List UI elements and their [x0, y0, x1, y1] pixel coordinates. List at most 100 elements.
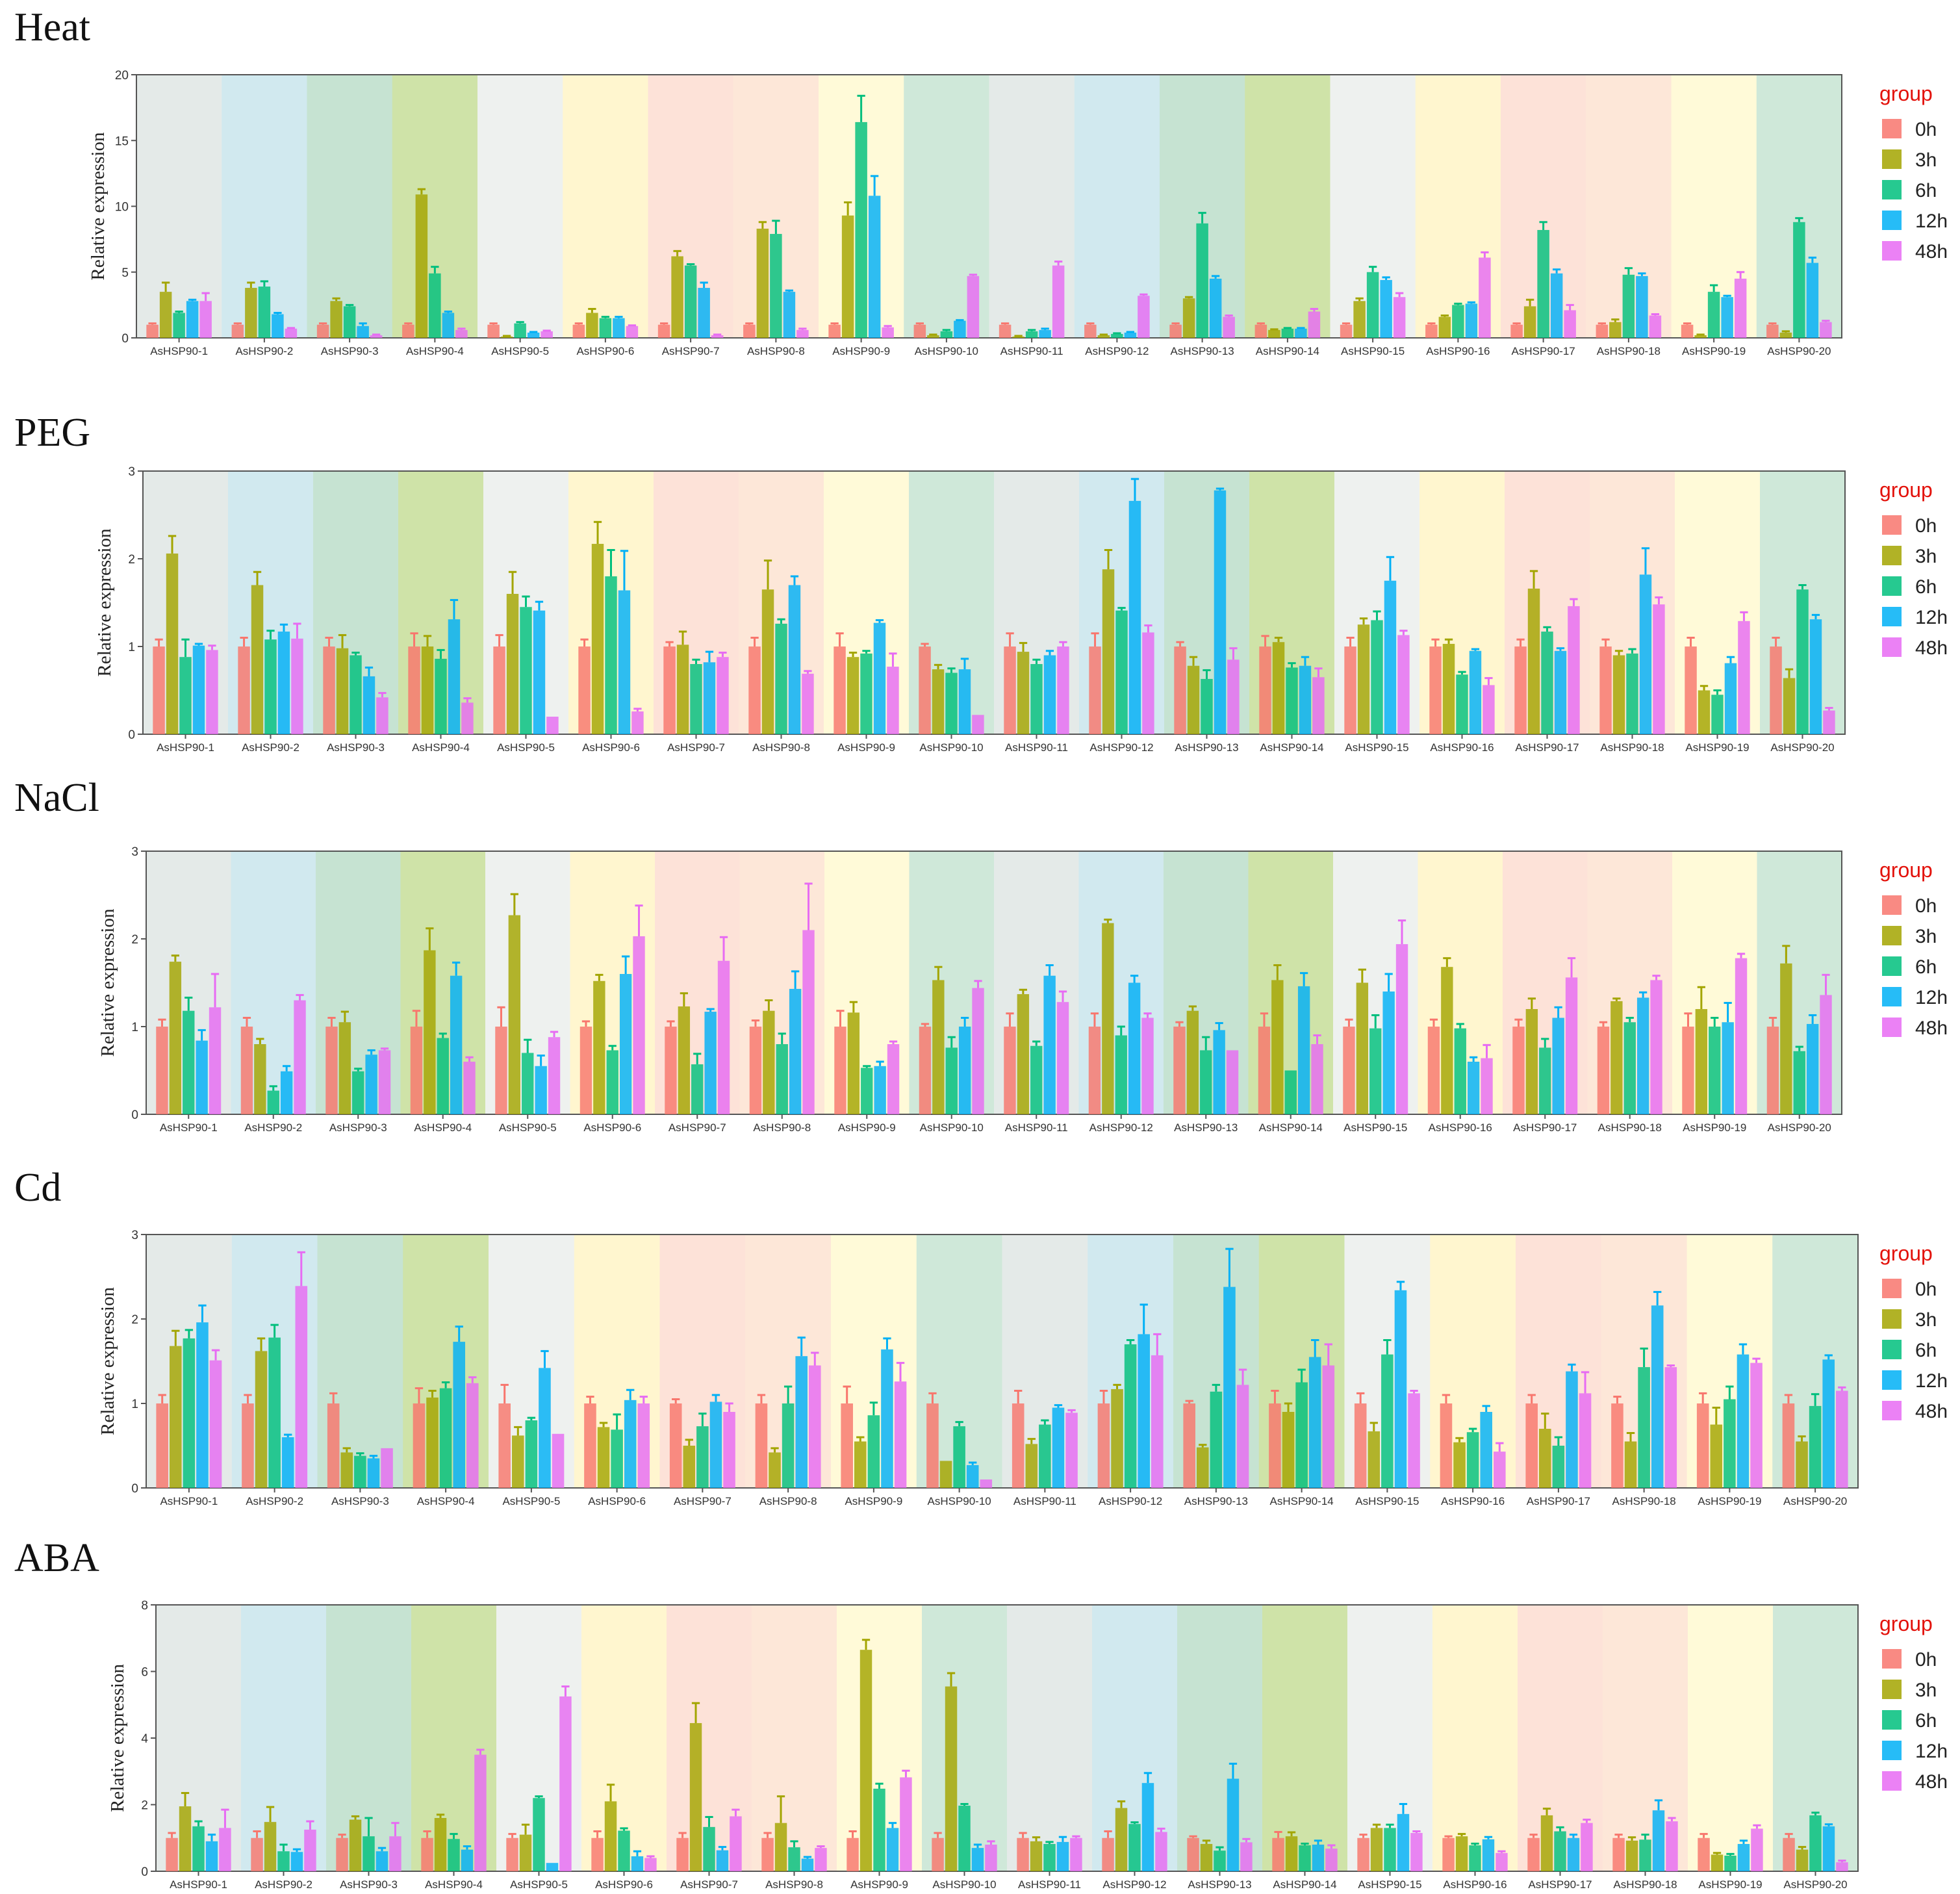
bar	[972, 715, 984, 734]
bar	[254, 1044, 266, 1114]
legend-label: 3h	[1915, 1680, 1937, 1701]
bar	[613, 318, 625, 338]
bar	[1025, 331, 1038, 338]
bar	[999, 324, 1012, 338]
bar	[958, 1027, 971, 1114]
bar	[749, 1027, 762, 1114]
x-tick-label: AsHSP90-13	[1175, 741, 1238, 754]
bar	[240, 1027, 253, 1114]
legend-label: 0h	[1915, 1649, 1937, 1670]
x-tick-label: AsHSP90-9	[845, 1495, 902, 1507]
legend-label: 3h	[1915, 926, 1937, 947]
x-tick-label: AsHSP90-13	[1184, 1495, 1248, 1507]
bar	[1295, 328, 1307, 338]
bar	[527, 332, 540, 338]
bar	[1227, 659, 1240, 734]
bar	[1285, 1836, 1298, 1871]
x-tick-label: AsHSP90-15	[1343, 1121, 1407, 1134]
bar	[671, 256, 683, 338]
bar	[1308, 1357, 1321, 1488]
y-tick-label: 8	[141, 1599, 148, 1613]
x-tick-label: AsHSP90-16	[1429, 1121, 1492, 1134]
y-tick-label: 0	[128, 728, 135, 742]
bar	[958, 1806, 971, 1871]
y-tick-label: 4	[141, 1732, 148, 1746]
x-tick-label: AsHSP90-2	[246, 1495, 303, 1507]
bar	[704, 1012, 717, 1114]
bar	[291, 638, 303, 734]
bar	[593, 980, 605, 1114]
x-tick-label: AsHSP90-7	[680, 1878, 738, 1891]
bar	[1456, 674, 1468, 734]
legend-label: 0h	[1915, 119, 1937, 140]
bar	[690, 664, 702, 734]
bar	[1793, 222, 1805, 338]
bar	[327, 1403, 340, 1488]
bar	[281, 1437, 294, 1488]
bar	[1186, 1010, 1199, 1114]
bar	[606, 1050, 618, 1114]
bar	[461, 1849, 474, 1871]
x-tick-label: AsHSP90-16	[1443, 1878, 1507, 1891]
x-tick-label: AsHSP90-2	[255, 1878, 312, 1891]
bar	[378, 1050, 391, 1114]
bar	[1141, 1783, 1154, 1871]
x-tick-label: AsHSP90-4	[417, 1495, 475, 1507]
x-tick-label: AsHSP90-6	[595, 1878, 653, 1891]
bar	[1469, 1845, 1481, 1871]
bar	[578, 646, 591, 734]
bar	[1552, 1446, 1565, 1488]
bar	[1173, 1027, 1186, 1114]
bar	[1397, 1813, 1410, 1871]
bar	[841, 215, 854, 338]
bar	[1138, 296, 1150, 338]
bar	[363, 1836, 375, 1871]
bar	[716, 1850, 729, 1871]
bar	[1453, 1442, 1466, 1488]
bar	[1299, 1845, 1311, 1871]
bar	[881, 1349, 893, 1488]
bar	[1625, 1840, 1638, 1871]
bar	[748, 646, 761, 734]
bar	[868, 196, 881, 338]
bar	[1820, 322, 1832, 338]
x-tick-label: AsHSP90-20	[1767, 345, 1831, 357]
bar	[1466, 1432, 1479, 1488]
bar	[159, 292, 172, 338]
bar	[264, 639, 277, 734]
bar	[958, 669, 971, 734]
legend-title: group	[1879, 478, 1933, 502]
bar	[676, 1837, 689, 1871]
legend-label: 12h	[1915, 987, 1948, 1008]
bar	[389, 1836, 401, 1871]
bar	[775, 623, 787, 734]
bar	[350, 655, 362, 734]
legend-label: 6h	[1915, 180, 1937, 201]
bar	[1806, 262, 1819, 338]
bar	[1783, 1837, 1795, 1871]
bar	[183, 1010, 195, 1114]
bar	[1128, 500, 1141, 734]
y-tick-label: 0	[131, 1108, 138, 1122]
x-tick-label: AsHSP90-18	[1612, 1495, 1675, 1507]
x-tick-label: AsHSP90-17	[1511, 345, 1575, 357]
x-tick-label: AsHSP90-4	[425, 1878, 483, 1891]
bar	[788, 1847, 800, 1871]
bar	[1356, 982, 1369, 1114]
bar	[1297, 986, 1310, 1114]
bar	[316, 324, 329, 338]
plot-frame	[142, 470, 1846, 735]
x-tick-label: AsHSP90-7	[668, 1121, 726, 1134]
bar	[231, 324, 244, 338]
bar	[466, 1383, 479, 1488]
category-band	[136, 75, 222, 338]
bar	[940, 331, 953, 338]
bar	[1271, 980, 1284, 1114]
bar	[1685, 646, 1697, 734]
y-tick-label: 3	[131, 845, 138, 859]
bar	[637, 1403, 650, 1488]
bar	[1636, 275, 1648, 338]
bar	[1254, 324, 1267, 338]
bar	[723, 1412, 735, 1488]
x-tick-label: AsHSP90-8	[752, 741, 810, 754]
